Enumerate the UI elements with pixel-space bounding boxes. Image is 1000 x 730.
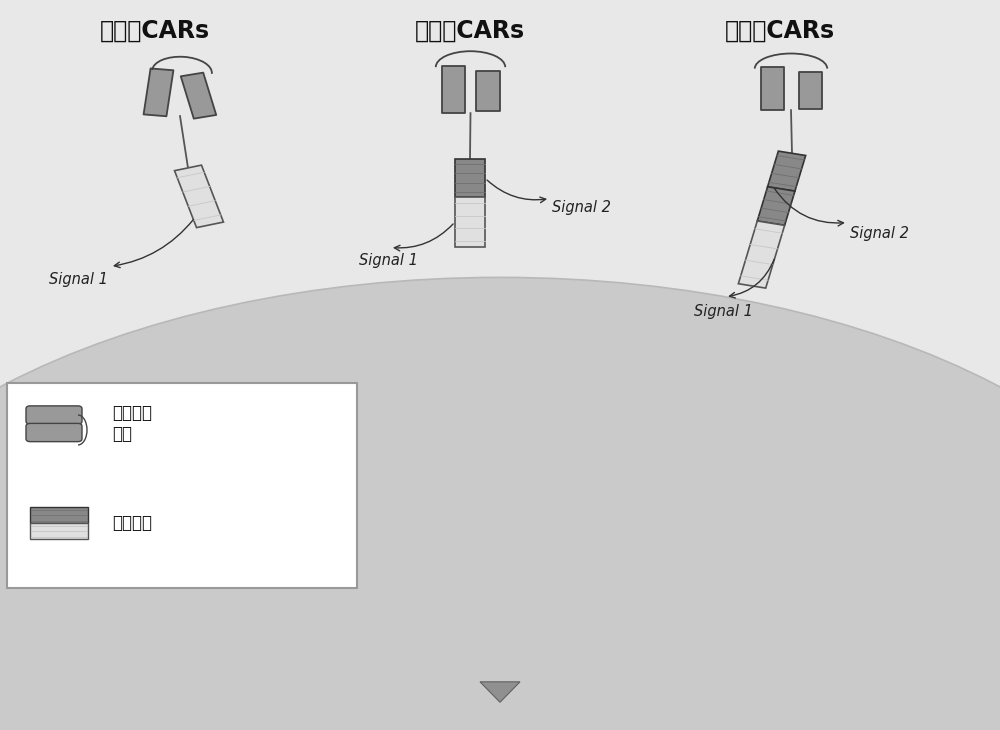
Polygon shape xyxy=(476,71,500,111)
FancyBboxPatch shape xyxy=(26,406,82,424)
Text: Signal 1: Signal 1 xyxy=(694,304,753,319)
Text: Signal 1: Signal 1 xyxy=(359,253,417,268)
Polygon shape xyxy=(738,221,785,288)
Polygon shape xyxy=(757,187,795,226)
Text: 第三代CARs: 第三代CARs xyxy=(725,18,835,42)
Polygon shape xyxy=(768,151,806,191)
Text: 第二代CARs: 第二代CARs xyxy=(415,18,525,42)
Polygon shape xyxy=(798,72,822,109)
Polygon shape xyxy=(455,159,485,197)
Polygon shape xyxy=(442,66,465,113)
Text: 信号区域: 信号区域 xyxy=(112,515,152,532)
Polygon shape xyxy=(480,682,520,702)
Text: Signal 2: Signal 2 xyxy=(850,226,909,241)
Text: 抗原结合
区域: 抗原结合 区域 xyxy=(112,404,152,443)
Text: Signal 1: Signal 1 xyxy=(49,272,107,287)
Polygon shape xyxy=(175,165,223,228)
Polygon shape xyxy=(181,72,216,119)
FancyBboxPatch shape xyxy=(30,523,88,539)
Ellipse shape xyxy=(0,277,1000,730)
Polygon shape xyxy=(761,67,784,110)
Text: Signal 2: Signal 2 xyxy=(552,200,611,215)
Text: 第一代CARs: 第一代CARs xyxy=(100,18,210,42)
Polygon shape xyxy=(144,69,173,116)
FancyBboxPatch shape xyxy=(7,383,357,588)
Polygon shape xyxy=(455,197,485,247)
FancyBboxPatch shape xyxy=(26,423,82,442)
FancyBboxPatch shape xyxy=(30,507,88,523)
